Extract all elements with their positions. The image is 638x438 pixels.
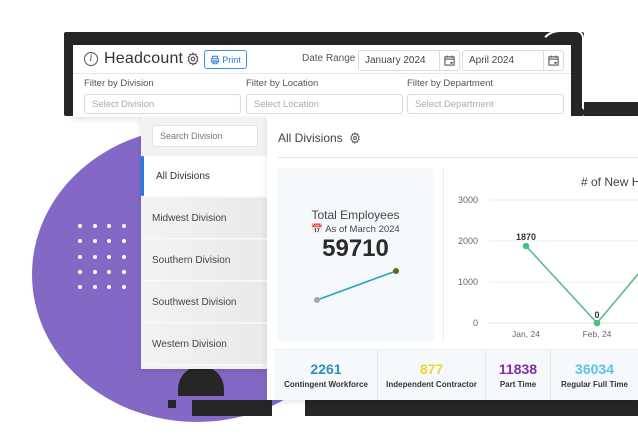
stat-part-time: 11838 Part Time: [486, 350, 551, 400]
filter-department-label: Filter by Department: [407, 78, 494, 89]
as-of-date: 📅 As of March 2024: [277, 224, 434, 235]
sidebar-item-southwest[interactable]: Southwest Division: [141, 282, 267, 323]
division-sidebar: Search Division All Divisions Midwest Di…: [141, 117, 267, 369]
title-group: i Headcount: [84, 50, 183, 68]
print-label: Print: [222, 54, 241, 65]
dot-grid-decoration: [78, 224, 126, 290]
stat-independent-contractor: 877 Independent Contractor: [378, 350, 486, 400]
division-select[interactable]: Select Division: [84, 94, 241, 114]
stat-contingent-workforce: 2261 Contingent Workforce: [275, 350, 378, 400]
divider: [278, 157, 638, 158]
y-tick: 1000: [458, 277, 478, 287]
dark-bar-decoration: [584, 102, 638, 116]
sidebar-item-label: Western Division: [152, 338, 227, 350]
sidebar-item-all-divisions[interactable]: All Divisions: [141, 156, 267, 197]
sidebar-item-label: Midwest Division: [152, 212, 227, 224]
date-range-label: Date Range: [302, 53, 356, 64]
y-tick: 2000: [458, 236, 478, 246]
sidebar-item-southern[interactable]: Southern Division: [141, 240, 267, 281]
new-hires-chart: # of New H 3000 2000 1000 0 1870 0 Jan, …: [443, 168, 638, 341]
x-label: Feb, 24: [583, 329, 612, 339]
chart-title: # of New H: [581, 175, 638, 189]
as-of-text: As of March 2024: [325, 224, 400, 235]
y-tick: 0: [473, 318, 478, 328]
section-title: All Divisions: [278, 131, 361, 145]
dark-bar-decoration: [305, 400, 638, 416]
stat-label: Part Time: [499, 380, 537, 389]
sidebar-item-label: Southwest Division: [152, 296, 237, 308]
page-title: Headcount: [104, 50, 184, 67]
employment-type-stats: 2261 Contingent Workforce 877 Independen…: [275, 349, 638, 400]
total-employees-value: 59710: [322, 235, 389, 262]
stat-label: Contingent Workforce: [284, 380, 368, 389]
x-label: Jan, 24: [512, 329, 540, 339]
print-button[interactable]: Print: [204, 50, 247, 69]
info-icon[interactable]: i: [84, 52, 98, 66]
calendar-icon[interactable]: [439, 51, 459, 70]
sidebar-item-label: Southern Division: [152, 254, 231, 266]
date-to-input[interactable]: April 2024: [462, 50, 564, 71]
printer-icon: [211, 55, 220, 64]
line-chart: 3000 2000 1000 0 1870 0 Jan, 24 Feb, 24: [458, 195, 638, 339]
main-panel: All Divisions Total Employees 📅 As of Ma…: [267, 117, 638, 400]
total-employees-card: Total Employees 📅 As of March 2024 59710: [277, 168, 434, 341]
sidebar-item-midwest[interactable]: Midwest Division: [141, 198, 267, 239]
stat-value: 877: [419, 361, 444, 377]
sparkline: [314, 268, 399, 303]
stat-value: 36034: [575, 361, 614, 377]
gear-icon[interactable]: [349, 132, 361, 144]
point-label: 1870: [516, 232, 536, 242]
total-employees-title: Total Employees: [311, 208, 400, 222]
dark-bar-decoration: [192, 400, 272, 416]
location-select[interactable]: Select Location: [246, 94, 403, 114]
section-title-text: All Divisions: [278, 131, 343, 145]
stat-label: Regular Full Time: [561, 380, 628, 389]
calendar-icon[interactable]: [543, 51, 563, 70]
calendar-icon: 📅: [311, 224, 324, 235]
date-from-value: January 2024: [365, 55, 426, 66]
gear-icon[interactable]: [186, 52, 200, 66]
filter-location-label: Filter by Location: [246, 78, 319, 89]
date-from-input[interactable]: January 2024: [358, 50, 460, 71]
y-tick: 3000: [458, 195, 478, 205]
search-division-input[interactable]: Search Division: [152, 125, 258, 147]
stat-value: 2261: [310, 361, 342, 377]
date-to-value: April 2024: [469, 55, 515, 66]
dark-hump-decoration: [178, 366, 224, 396]
filter-division-label: Filter by Division: [84, 78, 154, 89]
department-select[interactable]: Select Department: [407, 94, 564, 114]
stat-regular-full-time: 36034 Regular Full Time: [551, 350, 638, 400]
stat-value: 11838: [498, 361, 538, 377]
headcount-header: i Headcount Print Date Range January 202…: [73, 45, 571, 117]
sidebar-item-label: All Divisions: [156, 170, 210, 182]
header-top-row: i Headcount Print Date Range January 202…: [73, 45, 571, 74]
dark-square-decoration: [168, 400, 176, 408]
point-label: 0: [594, 310, 599, 320]
sidebar-item-western[interactable]: Western Division: [141, 324, 267, 365]
stat-label: Independent Contractor: [386, 380, 477, 389]
